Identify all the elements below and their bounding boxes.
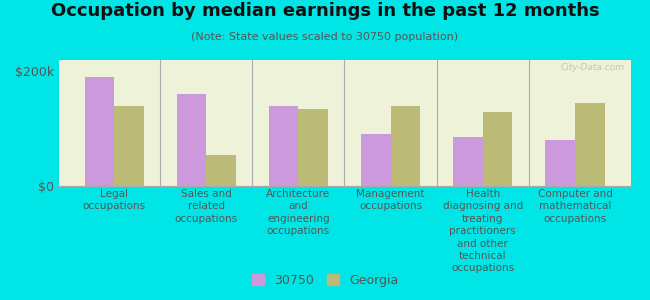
Text: Sales and
related
occupations: Sales and related occupations	[175, 189, 238, 224]
Bar	[269, 106, 298, 186]
Bar	[453, 137, 483, 186]
Bar	[84, 77, 114, 186]
Bar	[545, 140, 575, 186]
Text: Occupation by median earnings in the past 12 months: Occupation by median earnings in the pas…	[51, 2, 599, 20]
Bar	[361, 134, 391, 186]
Text: Computer and
mathematical
occupations: Computer and mathematical occupations	[538, 189, 612, 224]
Bar	[298, 109, 328, 186]
Bar	[114, 106, 144, 186]
Bar	[483, 112, 512, 186]
Bar	[391, 106, 420, 186]
Text: Architecture
and
engineering
occupations: Architecture and engineering occupations	[266, 189, 330, 236]
Legend: 30750, Georgia: 30750, Georgia	[248, 270, 402, 291]
Text: City-Data.com: City-Data.com	[561, 62, 625, 71]
Bar	[206, 154, 236, 186]
Text: (Note: State values scaled to 30750 population): (Note: State values scaled to 30750 popu…	[192, 32, 458, 41]
Text: Management
occupations: Management occupations	[356, 189, 425, 212]
Text: Health
diagnosing and
treating
practitioners
and other
technical
occupations: Health diagnosing and treating practitio…	[443, 189, 523, 273]
Bar	[177, 94, 206, 186]
Text: Legal
occupations: Legal occupations	[83, 189, 146, 212]
Bar	[575, 103, 604, 186]
